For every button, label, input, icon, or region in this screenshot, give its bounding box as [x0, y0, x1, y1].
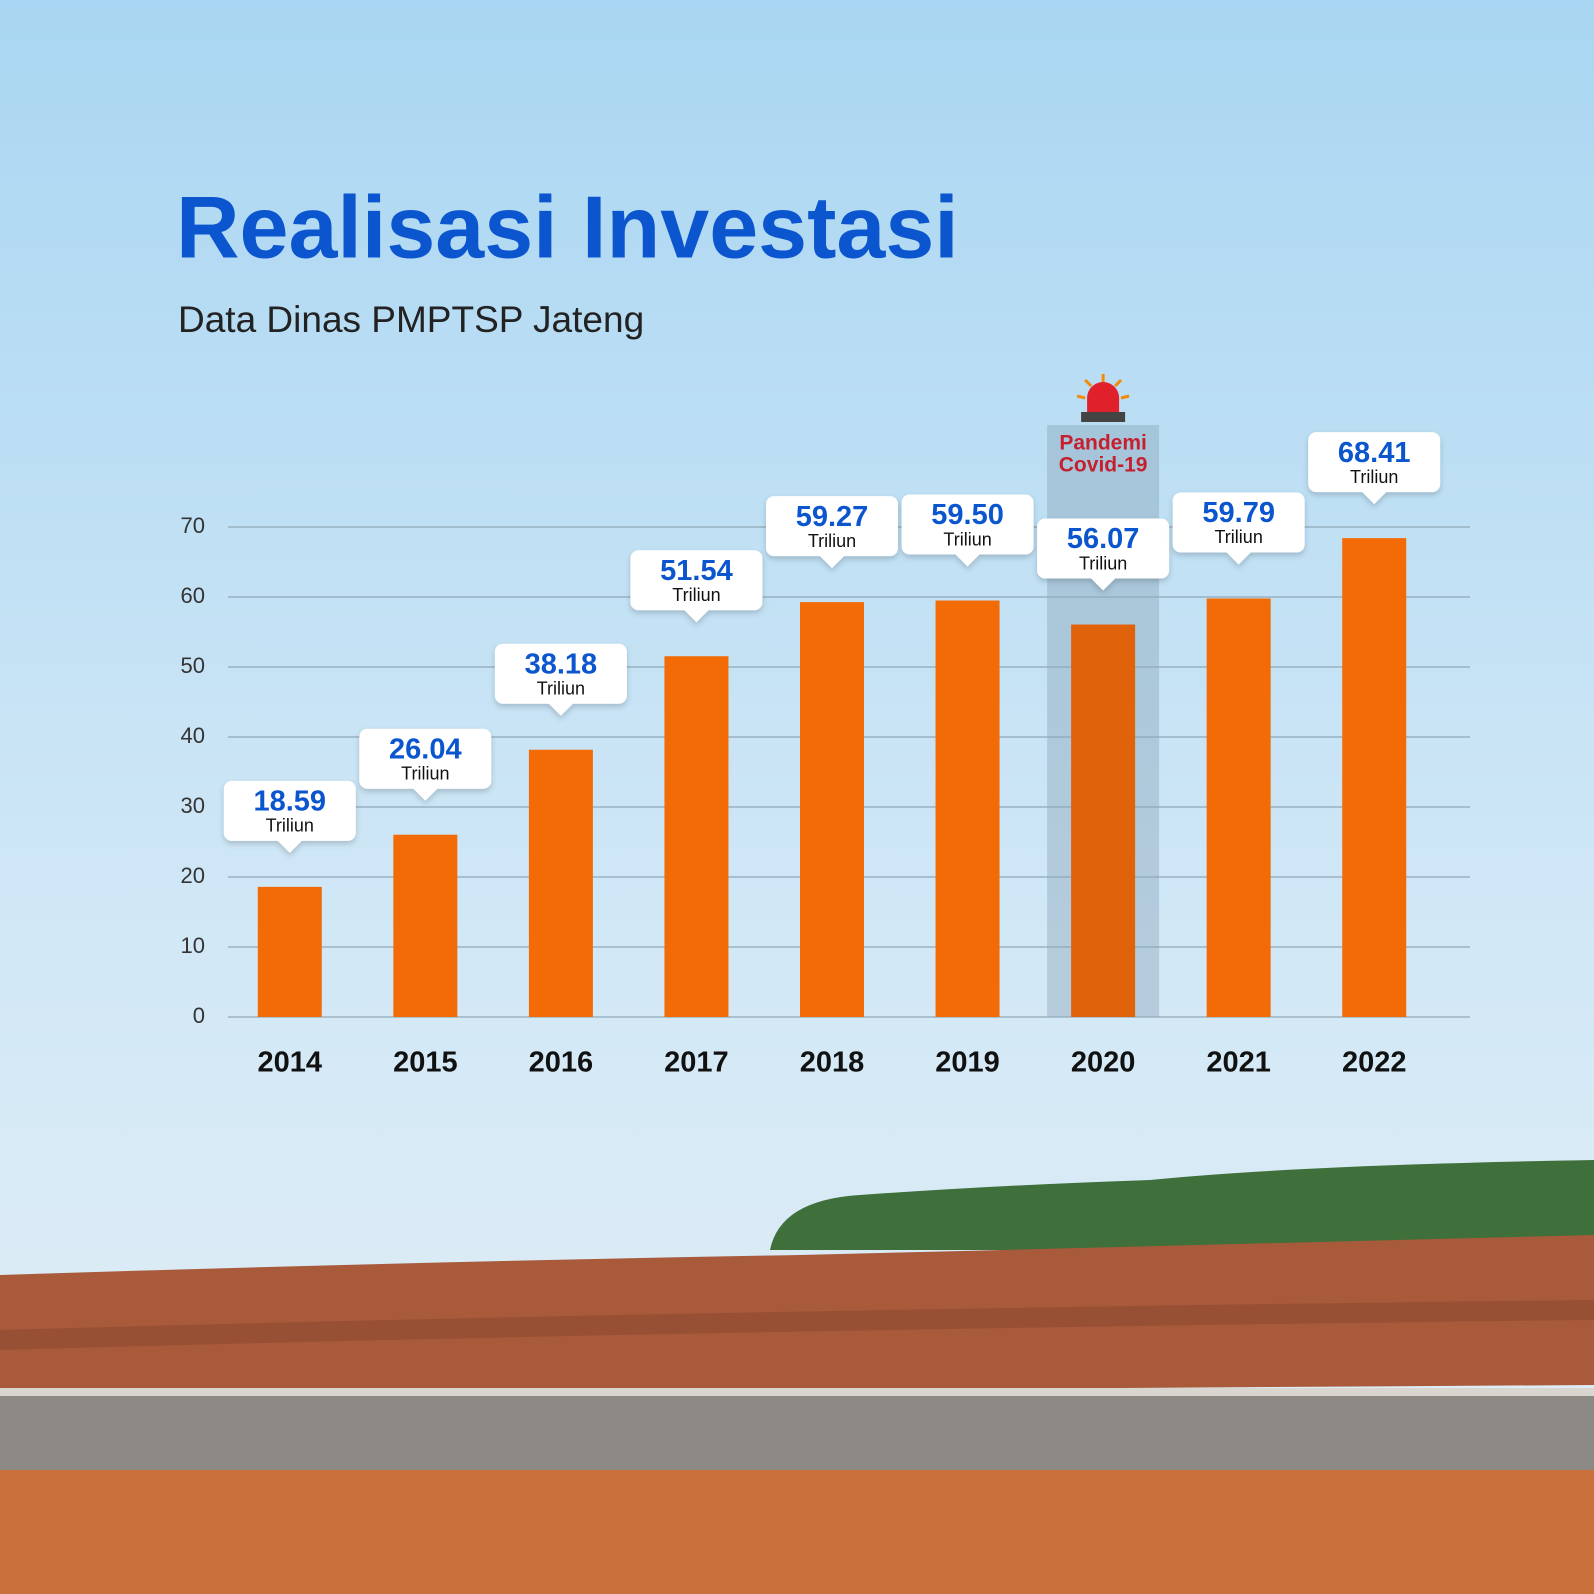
bar: [393, 834, 458, 1017]
unit-label: Triliun: [537, 678, 585, 698]
y-tick-label: 20: [181, 863, 205, 888]
y-tick-label: 10: [181, 933, 205, 958]
unit-label: Triliun: [1079, 553, 1127, 573]
value-label: 68.41: [1338, 437, 1411, 469]
annotation: Covid-19: [1059, 454, 1148, 477]
callout: [766, 496, 898, 569]
bar: [1071, 624, 1136, 1017]
concrete-edge: [0, 1388, 1594, 1396]
x-tick-label: 2019: [935, 1047, 1000, 1079]
trees: [770, 1160, 1594, 1250]
callout: [223, 780, 356, 853]
siren-base: [1081, 412, 1126, 422]
x-tick-label: 2014: [258, 1047, 323, 1079]
unit-label: Triliun: [808, 531, 856, 551]
callout: [1172, 492, 1305, 565]
y-tick-label: 30: [181, 793, 205, 818]
chart-title: Realisasi Investasi: [176, 177, 959, 276]
bar: [528, 749, 593, 1017]
unit-label: Triliun: [1214, 527, 1262, 547]
callout: [1308, 432, 1441, 505]
x-tick-label: 2022: [1342, 1047, 1407, 1079]
unit-label: Triliun: [672, 585, 720, 605]
x-tick-label: 2021: [1206, 1047, 1271, 1079]
value-label: 38.18: [525, 648, 598, 680]
annotation: Pandemi: [1059, 432, 1147, 455]
value-label: 56.07: [1067, 523, 1140, 555]
callout: [359, 728, 492, 801]
siren-dome: [1087, 382, 1120, 412]
siren-ray: [1084, 378, 1093, 388]
y-tick-label: 60: [181, 583, 205, 608]
bar: [664, 656, 729, 1017]
siren-ray: [1114, 378, 1123, 388]
bar: [935, 600, 1000, 1017]
callout: [630, 550, 763, 623]
y-tick-label: 0: [193, 1003, 205, 1028]
bar: [800, 602, 864, 1017]
y-tick-label: 50: [181, 653, 205, 678]
x-tick-label: 2015: [393, 1047, 458, 1079]
y-tick-label: 40: [181, 723, 205, 748]
x-tick-label: 2020: [1071, 1047, 1136, 1079]
x-tick-label: 2016: [529, 1047, 594, 1079]
value-label: 59.50: [931, 499, 1004, 531]
unit-label: Triliun: [943, 529, 991, 549]
siren-ray: [1120, 394, 1130, 400]
chart-subtitle: Data Dinas PMPTSP Jateng: [178, 299, 644, 340]
unit-label: Triliun: [1350, 467, 1398, 487]
value-label: 18.59: [253, 786, 326, 818]
bar: [1206, 598, 1271, 1017]
callout: [901, 494, 1034, 567]
value-label: 26.04: [389, 733, 462, 765]
concrete: [0, 1392, 1594, 1470]
soil-near: [0, 1470, 1594, 1594]
x-tick-label: 2017: [664, 1047, 729, 1079]
bar: [257, 886, 322, 1017]
unit-label: Triliun: [266, 816, 314, 836]
bar: [1342, 538, 1407, 1017]
y-tick-label: 70: [181, 513, 205, 538]
value-label: 59.27: [796, 501, 869, 533]
soil-band: [0, 1300, 1594, 1350]
callout: [494, 643, 627, 716]
callout: [1037, 518, 1170, 591]
unit-label: Triliun: [401, 763, 449, 783]
siren-ray: [1076, 394, 1086, 400]
x-tick-label: 2018: [800, 1047, 865, 1079]
value-label: 51.54: [660, 555, 733, 587]
value-label: 59.79: [1202, 497, 1275, 529]
